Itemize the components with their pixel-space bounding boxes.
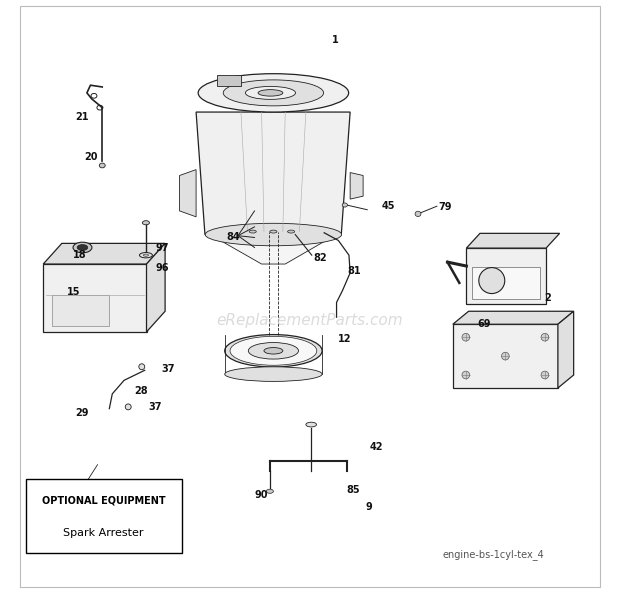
Ellipse shape <box>246 87 296 100</box>
Text: 18: 18 <box>73 250 86 260</box>
Polygon shape <box>180 170 196 217</box>
Text: 84: 84 <box>227 232 241 242</box>
Text: 85: 85 <box>346 484 360 495</box>
Text: Spark Arrester: Spark Arrester <box>63 528 144 538</box>
FancyBboxPatch shape <box>218 75 241 86</box>
Text: 97: 97 <box>156 243 169 253</box>
Ellipse shape <box>264 347 283 354</box>
Polygon shape <box>43 243 165 264</box>
Polygon shape <box>146 243 165 332</box>
Ellipse shape <box>462 371 470 379</box>
Text: OPTIONAL EQUIPMENT: OPTIONAL EQUIPMENT <box>42 495 166 505</box>
Ellipse shape <box>267 489 273 493</box>
Ellipse shape <box>541 333 549 341</box>
FancyBboxPatch shape <box>472 267 540 299</box>
Ellipse shape <box>125 404 131 410</box>
FancyBboxPatch shape <box>43 264 146 332</box>
Ellipse shape <box>258 90 283 96</box>
FancyBboxPatch shape <box>453 324 558 388</box>
FancyBboxPatch shape <box>466 248 546 304</box>
Ellipse shape <box>230 336 317 365</box>
Ellipse shape <box>306 422 316 427</box>
Ellipse shape <box>462 333 470 341</box>
Text: eReplacementParts.com: eReplacementParts.com <box>216 313 404 327</box>
Ellipse shape <box>224 334 322 367</box>
Text: 90: 90 <box>255 490 268 500</box>
Ellipse shape <box>223 80 324 106</box>
Ellipse shape <box>143 221 149 225</box>
Polygon shape <box>558 311 574 388</box>
Ellipse shape <box>205 224 342 246</box>
Text: 12: 12 <box>339 334 352 344</box>
FancyBboxPatch shape <box>25 480 182 553</box>
Ellipse shape <box>541 371 549 379</box>
Text: 79: 79 <box>438 202 451 212</box>
Ellipse shape <box>224 367 322 381</box>
Polygon shape <box>466 234 560 248</box>
Polygon shape <box>196 112 350 234</box>
Text: 1: 1 <box>332 36 339 45</box>
Ellipse shape <box>249 230 256 233</box>
Ellipse shape <box>143 254 149 256</box>
Polygon shape <box>208 234 339 264</box>
Text: 42: 42 <box>370 442 383 452</box>
Ellipse shape <box>99 163 105 168</box>
Text: 28: 28 <box>135 386 148 396</box>
Ellipse shape <box>249 343 298 359</box>
Polygon shape <box>453 311 574 324</box>
Ellipse shape <box>198 74 348 112</box>
Ellipse shape <box>77 244 88 250</box>
Ellipse shape <box>479 267 505 294</box>
Ellipse shape <box>342 203 347 207</box>
Text: engine-bs-1cyl-tex_4: engine-bs-1cyl-tex_4 <box>442 549 544 560</box>
Text: 21: 21 <box>75 112 89 122</box>
Text: 2: 2 <box>544 293 551 302</box>
Ellipse shape <box>139 364 144 369</box>
Text: 29: 29 <box>76 409 89 419</box>
Text: 20: 20 <box>84 152 98 162</box>
Ellipse shape <box>73 242 92 253</box>
Ellipse shape <box>270 230 277 233</box>
Ellipse shape <box>288 230 294 233</box>
Text: 81: 81 <box>348 266 361 276</box>
Text: 15: 15 <box>67 287 81 296</box>
FancyBboxPatch shape <box>52 295 109 326</box>
Ellipse shape <box>140 253 153 258</box>
Text: 82: 82 <box>313 253 327 263</box>
Ellipse shape <box>502 352 509 360</box>
Text: 69: 69 <box>477 318 491 329</box>
Polygon shape <box>350 173 363 199</box>
Text: 45: 45 <box>382 201 396 211</box>
Text: 96: 96 <box>156 263 169 273</box>
Text: 37: 37 <box>162 364 175 374</box>
Text: 9: 9 <box>365 502 372 512</box>
Ellipse shape <box>415 211 421 216</box>
Text: 37: 37 <box>148 402 162 412</box>
